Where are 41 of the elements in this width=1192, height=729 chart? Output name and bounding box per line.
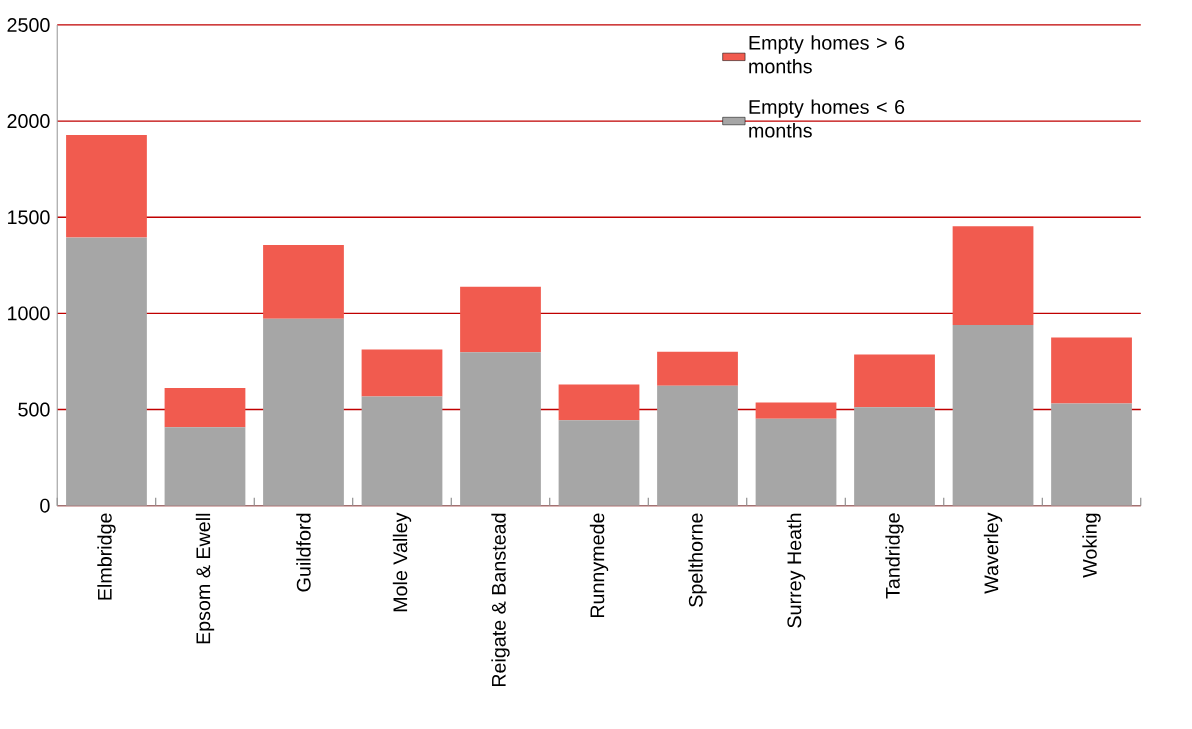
bar (66, 237, 147, 506)
y-tick-label: 1000 (8, 306, 50, 321)
y-tick-label: 0 (40, 498, 50, 513)
bar (657, 385, 738, 506)
bar (558, 420, 640, 506)
bar (361, 349, 443, 397)
bar (854, 354, 935, 408)
bar (558, 384, 640, 421)
y-tick-label: 1500 (8, 210, 50, 225)
bar (361, 396, 443, 506)
y-tick-label: 500 (18, 402, 50, 417)
bar (263, 244, 344, 319)
x-tick-label: Spelthorne (688, 513, 707, 607)
x-tick-label: Mole Valley (392, 512, 412, 612)
y-tick-label: 2000 (7, 114, 50, 129)
bar (164, 388, 246, 428)
x-tick-label: Guildford (296, 513, 311, 592)
x-tick-label: Elmbridge (97, 513, 116, 600)
bar (263, 318, 344, 506)
x-tick-label: Waverley (983, 512, 1003, 594)
x-tick-label: Runnymede (589, 513, 609, 618)
legend-label: Empty homes > 6 months (749, 35, 905, 74)
bar (460, 352, 541, 506)
bar (1051, 403, 1132, 506)
bar (1051, 337, 1132, 404)
bar (854, 407, 935, 506)
bar (164, 427, 246, 506)
x-tick-label: Tandridge (885, 513, 904, 599)
x-tick-label: Epsom & Ewell (195, 513, 215, 644)
x-tick-label: Woking (1082, 513, 1101, 578)
bar (460, 286, 541, 353)
y-tick-label: 2500 (7, 18, 50, 32)
legend-label: Empty homes < 6 months (749, 99, 905, 138)
bar (66, 134, 147, 238)
x-tick-label: Surrey Heath (786, 513, 806, 628)
bar (952, 226, 1034, 325)
bar (657, 351, 738, 386)
bar (755, 418, 837, 506)
bar (952, 324, 1034, 506)
bar (755, 402, 837, 419)
x-tick-label: Reigate & Banstead (491, 513, 510, 687)
